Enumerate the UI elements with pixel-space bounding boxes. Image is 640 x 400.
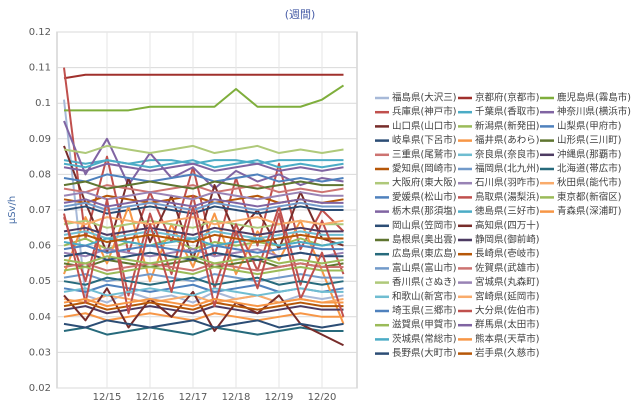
legend-label: 新潟県(新発田): [475, 120, 539, 132]
legend-label: 香川県(さぬき): [392, 277, 456, 288]
legend-label: 愛媛県(松山市): [392, 191, 456, 203]
series-line: [63, 145, 344, 261]
legend-label: 大阪府(東大阪): [392, 177, 456, 189]
series-line: [63, 226, 344, 236]
legend-label: 島根県(奥出雲): [392, 234, 456, 246]
legend-label: 北海道(帯広市): [557, 163, 621, 175]
series-line: [63, 326, 344, 336]
legend-label: 東京都(新宿区): [557, 191, 621, 203]
y-tick-label: 0.12: [29, 27, 51, 38]
series-line: [63, 298, 344, 308]
legend-label: 神奈川県(横浜市): [557, 106, 631, 118]
series-line: [63, 230, 344, 240]
legend-label: 京都府(京都市): [475, 92, 539, 104]
legend-label: 熊本県(天草市): [475, 333, 539, 345]
series-line: [63, 198, 344, 208]
legend-label: 宮崎県(延岡市): [475, 290, 539, 302]
legend-label: 岐阜県(下呂市): [392, 134, 456, 146]
y-axis-label: μSv/h: [7, 196, 18, 224]
series-line: [63, 301, 344, 311]
series-line: [63, 144, 344, 155]
y-tick-label: 0.1: [35, 98, 51, 109]
series-line: [63, 201, 344, 211]
y-tick-label: 0.04: [29, 312, 51, 323]
legend-label: 鹿児島県(霧島市): [557, 92, 631, 104]
chart-title: (週間): [285, 8, 316, 21]
series-line: [63, 312, 344, 322]
series-line: [63, 262, 344, 272]
series-line: [64, 84, 345, 112]
x-tick-label: 12/16: [136, 392, 165, 400]
legend-label: 秋田県(能代市): [557, 177, 621, 189]
x-tick-label: 12/15: [93, 392, 122, 400]
series-line: [63, 255, 344, 265]
legend-label: 高知県(四万十): [475, 219, 539, 231]
y-tick-label: 0.06: [29, 241, 51, 252]
legend-label: 岡山県(笠岡市): [392, 219, 456, 231]
legend-label: 青森県(深浦町): [557, 205, 621, 217]
y-tick-label: 0.11: [29, 63, 51, 74]
legend-label: 山梨県(甲府市): [557, 120, 621, 132]
legend-label: 埼玉県(三郷市): [392, 305, 456, 317]
legend-label: 佐賀県(武雄市): [475, 262, 539, 274]
x-tick-label: 12/19: [265, 392, 294, 400]
legend-label: 宮城県(丸森町): [475, 276, 539, 288]
series-line: [63, 180, 344, 190]
x-tick-label: 12/20: [308, 392, 337, 400]
y-tick-label: 0.07: [29, 205, 51, 216]
legend-label: 徳島県(三好市): [475, 205, 539, 217]
legend-label: 大分県(佐伯市): [475, 305, 539, 317]
legend-label: 富山県(富山市): [392, 262, 456, 274]
series-line: [63, 287, 344, 297]
legend-label: 石川県(羽咋市): [475, 177, 539, 189]
legend-label: 福島県(大沢三): [392, 92, 456, 104]
legend-label: 滋賀県(甲賀市): [392, 319, 456, 331]
legend-label: 千葉県(香取市): [475, 106, 539, 118]
series-line: [63, 162, 344, 172]
legend-label: 兵庫県(神戸市): [392, 106, 456, 118]
legend-label: 長崎県(壱岐市): [475, 248, 539, 260]
legend-label: 奈良県(奈良市): [475, 148, 539, 160]
legend-label: 山形県(三川町): [557, 134, 621, 146]
legend-label: 茨城県(常総市): [392, 333, 456, 345]
series-line: [63, 244, 344, 254]
legend-label: 岩手県(久慈市): [475, 347, 539, 359]
y-tick-label: 0.02: [29, 383, 51, 394]
y-tick-label: 0.03: [29, 347, 51, 358]
legend-label: 福岡県(北九州): [475, 163, 539, 175]
legend-label: 愛知県(岡崎市): [392, 163, 456, 175]
series-line: [63, 198, 345, 318]
legend-label: 山口県(山口市): [392, 120, 456, 132]
series-line: [63, 173, 344, 183]
legend-label: 栃木県(那須塩): [392, 205, 456, 217]
y-tick-label: 0.08: [29, 169, 51, 180]
y-tick-label: 0.09: [29, 134, 51, 145]
series-line: [63, 184, 344, 194]
legend-label: 和歌山(新宮市): [392, 290, 456, 302]
legend-label: 福井県(あわら): [475, 134, 539, 146]
series-line: [63, 99, 344, 304]
series-line: [63, 265, 344, 276]
legend-label: 鳥取県(湯梨浜): [475, 191, 539, 203]
y-tick-label: 0.05: [29, 276, 51, 287]
legend-label: 沖縄県(那覇市): [557, 148, 621, 160]
series-line: [63, 73, 344, 80]
legend-label: 広島県(東広島): [392, 248, 456, 260]
legend-label: 群馬県(太田市): [475, 319, 539, 331]
series-line: [63, 159, 344, 169]
series-line: [63, 237, 344, 247]
x-tick-label: 12/18: [222, 392, 251, 400]
legend-label: 静岡県(御前崎): [475, 234, 539, 246]
legend-label: 長野県(大町市): [392, 347, 456, 359]
series-line: [63, 319, 344, 329]
x-tick-label: 12/17: [179, 392, 208, 400]
series-line: [63, 233, 344, 244]
legend-label: 三重県(尾鷲市): [392, 148, 456, 160]
series-line: [63, 191, 344, 201]
